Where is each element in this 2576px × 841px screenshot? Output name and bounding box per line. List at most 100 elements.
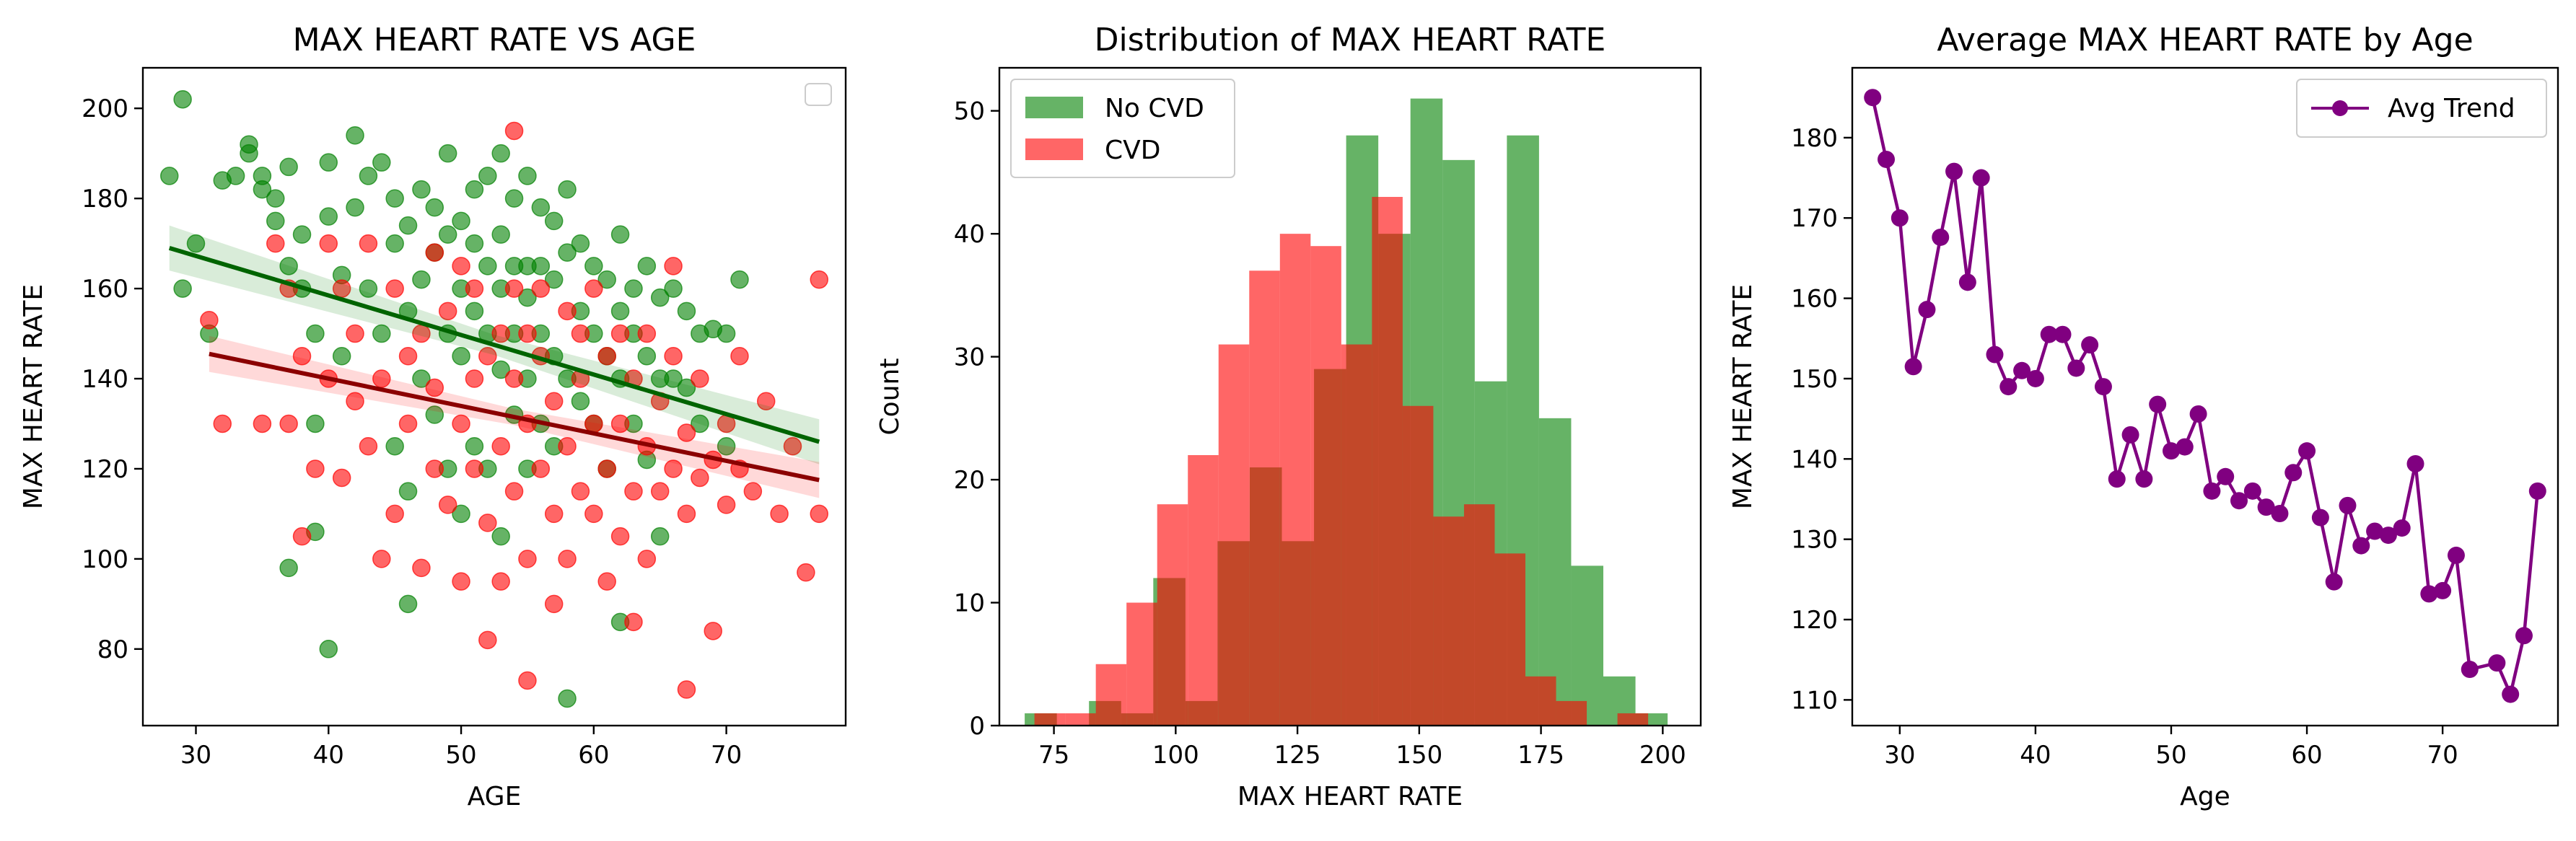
line-legend-box (2296, 79, 2547, 138)
scatter-point (597, 572, 616, 591)
scatter-point (478, 347, 497, 366)
scatter-point (558, 243, 577, 262)
scatter-point (544, 504, 564, 524)
avg-trend-point (2067, 359, 2085, 377)
avg-trend-point (2461, 661, 2479, 679)
histogram-title: Distribution of MAX HEART RATE (1095, 22, 1606, 58)
scatter-point (226, 167, 245, 185)
scatter-point (359, 167, 378, 185)
scatter-point (173, 89, 192, 109)
x-tick-label: 150 (1396, 741, 1442, 770)
scatter-point (332, 468, 351, 488)
scatter-point (200, 311, 219, 330)
scatter-point (372, 153, 391, 172)
scatter-point (398, 482, 418, 501)
x-tick-label: 70 (2427, 741, 2458, 770)
scatter-point (624, 482, 643, 501)
y-tick-label: 170 (1791, 204, 1838, 233)
scatter-point (332, 347, 351, 366)
scatter-point (664, 257, 683, 276)
scatter-point (531, 459, 551, 478)
histogram-bar (1402, 405, 1434, 726)
scatter-point (412, 180, 431, 199)
avg-trend-point (2502, 685, 2520, 703)
y-tick-label: 200 (82, 94, 128, 123)
avg-trend-point (2108, 470, 2126, 488)
avg-trend-point (2528, 482, 2546, 500)
scatter-point (783, 436, 802, 456)
scatter-point (664, 459, 683, 478)
line-legend: Avg Trend (2296, 79, 2547, 138)
scatter-point (385, 234, 404, 253)
scatter-point (544, 594, 564, 614)
scatter-point (717, 436, 736, 456)
avg-trend-point (2013, 361, 2031, 379)
histogram-ylabel: Count (875, 358, 905, 436)
avg-trend-point (2379, 527, 2397, 545)
y-tick-label: 100 (82, 545, 128, 574)
x-tick-label: 175 (1517, 741, 1564, 770)
scatter-point (717, 496, 736, 514)
scatter-point (452, 504, 470, 524)
scatter-point (504, 482, 524, 501)
scatter-point (385, 436, 404, 456)
scatter-point (691, 414, 709, 433)
scatter-point (691, 369, 709, 388)
scatter-point (292, 527, 312, 546)
scatter-point (584, 504, 603, 524)
y-tick-label: 150 (1791, 365, 1838, 394)
y-tick-label: 120 (82, 455, 128, 484)
scatter-point (385, 189, 404, 208)
histogram-bar (1188, 454, 1219, 726)
x-tick-label: 125 (1274, 741, 1321, 770)
x-tick-label: 60 (578, 741, 609, 770)
scatter-point (292, 225, 312, 244)
avg-trend-point (2176, 438, 2194, 456)
histogram-bar (1525, 676, 1556, 726)
scatter-point (677, 423, 696, 442)
legend-label-cvd: CVD (1105, 136, 1160, 165)
histogram-bar (1034, 713, 1066, 726)
scatter-point (558, 689, 577, 708)
avg-trend-point (2298, 442, 2316, 460)
y-tick-label: 180 (1791, 124, 1838, 153)
scatter-point (398, 414, 418, 433)
scatter-plot-area (143, 68, 846, 726)
scatter-point (531, 198, 551, 217)
scatter-point (637, 550, 657, 568)
histogram-bar (1494, 553, 1525, 726)
x-tick-label: 40 (313, 741, 344, 770)
avg-trend-point (1958, 273, 1976, 291)
avg-trend-point (1932, 228, 1950, 246)
histogram-bar (1126, 602, 1157, 726)
scatter-point (810, 270, 828, 289)
avg-trend-point (1878, 150, 1896, 168)
scatter-point (677, 378, 696, 397)
axes-frame (998, 66, 1702, 727)
scatter-point (438, 144, 457, 163)
avg-trend-point (2257, 498, 2275, 516)
line-xlabel: Age (2180, 782, 2230, 811)
scatter-point (504, 189, 524, 208)
scatter-point (558, 550, 577, 568)
y-tick-label: 160 (82, 275, 128, 304)
scatter-point (279, 157, 298, 177)
scatter-point (624, 612, 643, 632)
y-tick-label: 30 (954, 343, 985, 372)
scatter-point (650, 482, 670, 501)
scatter-point (253, 414, 272, 433)
scatter-point (346, 126, 364, 145)
y-tick-label: 140 (1791, 445, 1838, 474)
scatter-point (730, 347, 749, 366)
avg-trend-point (2026, 369, 2044, 387)
avg-trend-point (2393, 519, 2411, 537)
avg-trend-point (1918, 301, 1936, 319)
scatter-point (412, 270, 431, 289)
scatter-point (359, 436, 378, 456)
x-tick-label: 100 (1152, 741, 1199, 770)
scatter-point (306, 324, 325, 343)
histogram-xlabel: MAX HEART RATE (1237, 782, 1463, 811)
scatter-point (372, 369, 391, 388)
y-tick-label: 0 (969, 712, 985, 741)
